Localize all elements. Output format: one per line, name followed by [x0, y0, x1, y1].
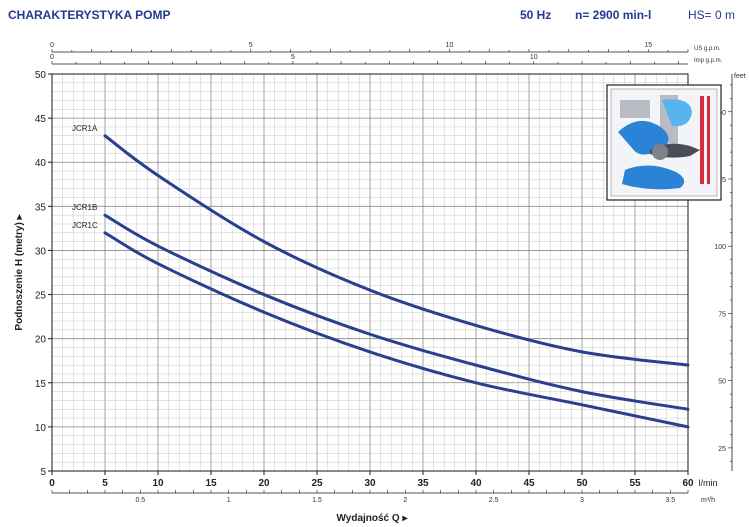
- pump-curves: [103, 134, 690, 429]
- top-axis-tick-label: 15: [644, 42, 652, 49]
- x-tick-label: 10: [152, 478, 164, 489]
- pump-cross-section-icon: [606, 84, 722, 201]
- top-axis-unit-label: Imp g.p.m.: [694, 58, 723, 64]
- y-tick-label: 15: [35, 379, 47, 390]
- x-tick-label: 15: [205, 478, 217, 489]
- x-tick-label: 35: [417, 478, 429, 489]
- y-tick-label: 40: [35, 158, 47, 169]
- x-tick-label: 50: [576, 478, 588, 489]
- x-axis-label: Wydajność Q ▸: [337, 513, 409, 524]
- y-tick-label: 45: [35, 114, 47, 125]
- top-axis-tick-label: 0: [50, 54, 54, 61]
- m3h-tick-label: 2.5: [489, 497, 499, 504]
- y-tick-label: 10: [35, 423, 47, 434]
- curve-jcr1c: [103, 231, 690, 429]
- m3h-tick-label: 3.5: [665, 497, 675, 504]
- m3h-tick-label: 2: [403, 497, 407, 504]
- x-tick-label: 0: [49, 478, 55, 489]
- top-axis-unit-label: US g.p.m.: [694, 46, 721, 52]
- grid-lines: [51, 73, 689, 472]
- x-tick-label: 5: [102, 478, 108, 489]
- series-label-jcr1c: JCR1C: [72, 221, 98, 230]
- suction-height-label: HS= 0 m: [688, 8, 736, 22]
- series-labels: JCR1A JCR1B JCR1C: [72, 124, 98, 230]
- feet-tick-label: 75: [718, 311, 726, 318]
- top-axis-tick-label: 10: [530, 54, 538, 61]
- series-label-jcr1a: JCR1A: [72, 124, 98, 133]
- x-tick-label: 20: [258, 478, 270, 489]
- top-axis-tick-label: 10: [446, 42, 454, 49]
- x-tick-label: 40: [470, 478, 482, 489]
- top-axis-tick-label: 5: [249, 42, 253, 49]
- feet-tick-label: 50: [718, 379, 726, 386]
- chart-title: CHARAKTERYSTYKA POMP: [8, 8, 171, 22]
- feet-tick-label: 25: [718, 446, 726, 453]
- y-tick-label: 20: [35, 335, 47, 346]
- x-tick-label: 60: [682, 478, 694, 489]
- curve-jcr1a: [103, 134, 690, 367]
- frequency-label: 50 Hz: [520, 8, 552, 22]
- feet-tick-label: 100: [714, 244, 726, 251]
- x-tick-label: 55: [629, 478, 641, 489]
- y-tick-label: 50: [35, 70, 47, 81]
- y-axis-label: Podnoszenie H (metry) ▸: [14, 213, 25, 330]
- m3h-unit-label: m³/h: [701, 497, 715, 504]
- top-axis-tick-label: 5: [291, 54, 295, 61]
- top-axis-tick-label: 0: [50, 42, 54, 49]
- speed-label: n= 2900 min-l: [575, 8, 652, 22]
- x-tick-label: 45: [523, 478, 535, 489]
- m3h-tick-label: 0.5: [135, 497, 145, 504]
- feet-unit-label: feet: [734, 73, 746, 80]
- x-tick-label: 30: [364, 478, 376, 489]
- y-tick-label: 25: [35, 291, 47, 302]
- x-unit-label: l/min: [698, 478, 717, 488]
- y-tick-label: 35: [35, 202, 47, 213]
- series-label-jcr1b: JCR1B: [72, 203, 97, 212]
- m3h-tick-label: 1: [227, 497, 231, 504]
- y-tick-label: 5: [40, 467, 46, 478]
- m3h-tick-label: 1.5: [312, 497, 322, 504]
- curve-jcr1b: [103, 213, 690, 411]
- y-tick-label: 30: [35, 246, 47, 257]
- x-tick-label: 25: [311, 478, 323, 489]
- m3h-tick-label: 3: [580, 497, 584, 504]
